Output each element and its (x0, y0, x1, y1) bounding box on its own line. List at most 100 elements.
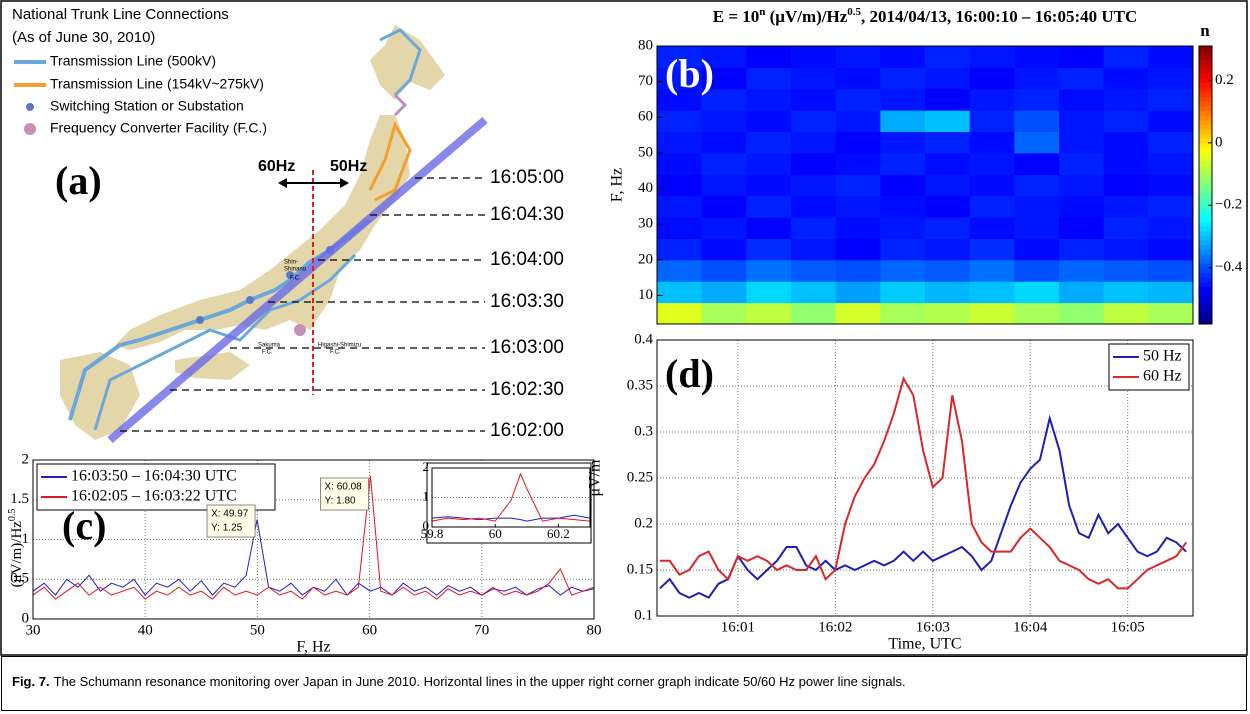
terminator-line (107, 116, 488, 444)
heat-cell (1103, 281, 1149, 304)
colorbar-swatch (1199, 310, 1212, 316)
colorbar-tick-label: −0.4 (1215, 259, 1243, 275)
heat-cell (1103, 174, 1149, 197)
colorbar-swatch (1199, 69, 1212, 75)
colorbar-swatch (1199, 296, 1212, 302)
heat-cell (1014, 281, 1060, 304)
heat-cell (880, 174, 926, 197)
heat-cell (1059, 110, 1105, 133)
heat-cell (1103, 217, 1149, 239)
heat-cell (1148, 67, 1194, 90)
y-tick-label: 0.15 (627, 561, 653, 577)
colorbar-swatch (1199, 55, 1212, 61)
heat-cell (925, 88, 971, 111)
colorbar-swatch (1199, 305, 1212, 311)
x-tick-label: 16:05 (1111, 619, 1145, 635)
y-tick-label: 10 (638, 287, 653, 303)
facility-label: Shinano (284, 267, 307, 273)
colorbar-tick-label: −0.2 (1215, 197, 1242, 213)
heat-cell (880, 259, 926, 282)
colorbar-swatch (1199, 277, 1212, 283)
heat-cell (1103, 46, 1149, 68)
line-275kv (368, 121, 412, 202)
colorbar-swatch (1199, 286, 1212, 293)
legend-label: 50 Hz (1143, 348, 1182, 365)
facility-label: F.C. (330, 350, 341, 356)
colorbar-swatch (1199, 110, 1212, 116)
annotation-text: Y: 1.25 (211, 523, 243, 534)
y-tick-label: 2 (22, 451, 30, 467)
heat-cell (746, 46, 792, 68)
colorbar-swatch (1199, 263, 1212, 269)
heat-cell (701, 217, 747, 239)
x-tick-label: 50 (250, 622, 265, 638)
colorbar-swatch (1199, 314, 1212, 320)
colorbar-swatch (1199, 59, 1212, 66)
colorbar-swatch (1199, 96, 1212, 103)
facility-label: Sakuma (258, 343, 281, 349)
heat-cell (925, 110, 971, 133)
heat-cell (746, 259, 792, 282)
heat-cell (791, 195, 837, 218)
heat-cell (1148, 238, 1194, 261)
colorbar-swatch (1199, 245, 1212, 251)
heat-cell (791, 238, 837, 261)
colorbar-swatch (1199, 240, 1212, 246)
heat-cell (880, 195, 926, 218)
line-500kv (379, 28, 422, 97)
facility-label: F.C. (262, 350, 273, 356)
heat-cell (1059, 238, 1105, 261)
colorbar-tick-label: 0.2 (1215, 72, 1234, 88)
heat-cell (701, 302, 747, 325)
colorbar-swatch (1199, 282, 1212, 288)
heat-cell (657, 217, 703, 239)
colorbar-swatch (1199, 319, 1212, 325)
series-line (32, 475, 595, 600)
heat-cell (1103, 131, 1149, 154)
title-part: , 2014/04/13, 16:00:10 – 16:05:40 UTC (861, 7, 1137, 26)
facility-label: Higashi-Shimizu (318, 343, 361, 349)
time-markers: 16:05:00 16:04:30 16:04:00 16:03:30 16:03:00… (120, 167, 564, 441)
heat-cell (1148, 174, 1194, 197)
figure: National Trunk Line Connections (As of J… (0, 0, 1248, 656)
y-tick-label: 30 (638, 216, 653, 232)
colorbar-swatch (1199, 222, 1212, 228)
colorbar-swatch (1199, 64, 1212, 70)
heat-cell (657, 88, 703, 111)
heat-cell (701, 46, 747, 68)
heat-cell (1059, 67, 1105, 90)
heat-cell (969, 302, 1015, 325)
colorbar-swatch (1199, 73, 1212, 79)
colorbar-swatch (1199, 50, 1212, 56)
colorbar-swatch (1199, 175, 1212, 181)
heat-cell (835, 217, 881, 239)
y-tick-label: 0.35 (627, 377, 653, 393)
y-tick-label: 50 (638, 144, 653, 160)
colorbar-swatch (1199, 235, 1212, 242)
heat-cell (1059, 195, 1105, 218)
x-tick-label: 70 (474, 622, 489, 638)
heat-cell (835, 46, 881, 68)
heat-cell (1103, 238, 1149, 261)
colorbar-swatch (1199, 46, 1212, 52)
heat-cell (969, 281, 1015, 304)
heat-cell (657, 238, 703, 261)
colorbar-swatch (1199, 268, 1212, 274)
heat-cell (925, 302, 971, 325)
colorbar-swatch (1199, 161, 1212, 167)
colorbar-swatch (1199, 171, 1212, 177)
colorbar-swatch (1199, 217, 1212, 223)
heat-cell (835, 131, 881, 154)
line-500kv (93, 253, 357, 431)
plot-frame (656, 339, 1194, 617)
heat-cell (880, 238, 926, 261)
heat-cell (880, 217, 926, 239)
map-legend-text: Switching Station or Substation (50, 98, 244, 114)
heat-cell (657, 152, 703, 175)
label-part: (μV/m)/Hz (9, 521, 25, 588)
heat-cell (701, 195, 747, 218)
heat-cell (1059, 46, 1105, 68)
heat-cell (925, 238, 971, 261)
title-part: (μV/m)/Hz (765, 7, 847, 26)
